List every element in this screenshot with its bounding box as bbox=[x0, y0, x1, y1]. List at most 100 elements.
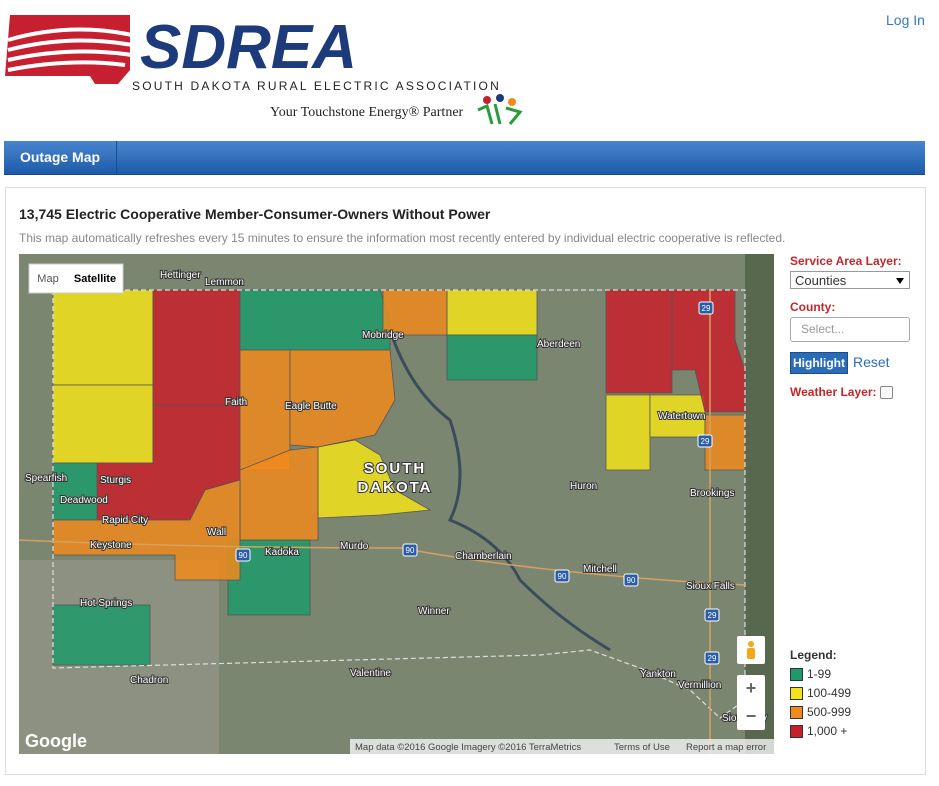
highway-label: 29 bbox=[708, 611, 717, 620]
google-logo: Google bbox=[25, 731, 87, 751]
logo: SDREA SOUTH DAKOTA RURAL ELECTRIC ASSOCI… bbox=[5, 13, 523, 125]
highway-label: 90 bbox=[627, 576, 636, 585]
county bbox=[671, 289, 746, 413]
service-area-select[interactable]: Counties bbox=[790, 271, 910, 289]
highway-label: 29 bbox=[701, 437, 710, 446]
place-label: Wall bbox=[207, 527, 226, 538]
place-label: Sturgis bbox=[100, 475, 131, 486]
place-label: Huron bbox=[570, 481, 597, 492]
report-link[interactable]: Report a map error bbox=[686, 742, 766, 753]
county bbox=[239, 349, 291, 471]
legend-swatch bbox=[790, 725, 803, 738]
reset-link[interactable]: Reset bbox=[853, 354, 890, 370]
legend-title: Legend: bbox=[790, 648, 837, 662]
weather-label: Weather Layer: bbox=[790, 385, 877, 399]
select-value: Counties bbox=[795, 273, 847, 288]
county bbox=[52, 479, 241, 581]
attribution-bar bbox=[350, 739, 774, 754]
map-terrain bbox=[745, 254, 774, 754]
place-label: Deadwood bbox=[60, 495, 108, 506]
legend-swatch bbox=[790, 668, 803, 681]
attribution: Map data ©2016 Google Imagery ©2016 Terr… bbox=[355, 742, 581, 753]
highway-shield bbox=[235, 548, 251, 562]
legend-swatch bbox=[790, 706, 803, 719]
legend-label: 1,000 + bbox=[807, 724, 848, 738]
county bbox=[317, 439, 432, 519]
satellite-button[interactable]: Satellite bbox=[74, 273, 116, 285]
county bbox=[446, 289, 538, 336]
county-label: County: bbox=[790, 300, 836, 314]
nav-bar: Outage Map bbox=[4, 141, 925, 175]
highway-shield bbox=[704, 651, 720, 665]
highlight-button[interactable]: Highlight bbox=[790, 352, 848, 374]
place-label: Spearfish bbox=[25, 473, 67, 484]
highway-label: 29 bbox=[702, 304, 711, 313]
legend-label: 100-499 bbox=[807, 686, 852, 700]
nav-tab[interactable]: Outage Map bbox=[4, 141, 117, 174]
map-type-control: Map Satellite bbox=[28, 263, 124, 294]
place-label: Yankton bbox=[640, 669, 676, 680]
highway-label: 29 bbox=[708, 654, 717, 663]
place-label: Sioux Falls bbox=[686, 581, 735, 592]
select-arrow bbox=[896, 278, 904, 284]
place-label: Watertown bbox=[658, 411, 705, 422]
county bbox=[289, 349, 396, 448]
panel-title: 13,745 Electric Cooperative Member-Consu… bbox=[19, 206, 491, 222]
map[interactable]: Hettinger Lemmon Mobridge Aberdeen Faith Eagl… bbox=[19, 254, 774, 754]
state-label: SOUTH bbox=[364, 460, 427, 477]
highway-shield bbox=[402, 543, 418, 557]
place-label: Hettinger bbox=[160, 270, 201, 281]
highway-label: 90 bbox=[239, 551, 248, 560]
county-layer bbox=[52, 289, 746, 666]
place-label: Mitchell bbox=[583, 564, 617, 575]
legend-swatch bbox=[790, 687, 803, 700]
place-label: Rapid City bbox=[102, 515, 148, 526]
county bbox=[382, 289, 448, 336]
map-button[interactable]: Map bbox=[37, 273, 58, 285]
place-label: Vermillion bbox=[678, 680, 721, 691]
road bbox=[19, 539, 746, 586]
highway-shield bbox=[623, 573, 639, 587]
zoom-out[interactable]: − bbox=[746, 706, 757, 726]
highway-label: 90 bbox=[406, 546, 415, 555]
place-label: Chamberlain bbox=[455, 551, 512, 562]
highway-shield bbox=[704, 608, 720, 622]
county bbox=[52, 289, 154, 386]
place-label: Kadoka bbox=[265, 547, 299, 558]
county bbox=[52, 462, 98, 521]
highway-label: 90 bbox=[558, 572, 567, 581]
login-link[interactable]: Log In bbox=[886, 12, 925, 28]
legend-label: 1-99 bbox=[807, 667, 832, 681]
county bbox=[239, 289, 391, 351]
map-type-box bbox=[28, 263, 124, 294]
highway-shield bbox=[698, 301, 714, 315]
panel-description: This map automatically refreshes every 1… bbox=[19, 231, 786, 245]
place-label: Lemmon bbox=[205, 277, 244, 288]
place-label: Keystone bbox=[90, 540, 132, 551]
highway-shield bbox=[554, 569, 570, 583]
logo-tagline: SOUTH DAKOTA RURAL ELECTRIC ASSOCIATION bbox=[132, 79, 501, 93]
terms-link[interactable]: Terms of Use bbox=[614, 742, 670, 753]
county bbox=[446, 334, 538, 381]
county bbox=[52, 604, 151, 666]
place-label: Mobridge bbox=[362, 330, 404, 341]
place-labels: Hettinger Lemmon Mobridge Aberdeen Faith Eagl… bbox=[24, 269, 768, 725]
place-label: Faith bbox=[225, 397, 247, 408]
weather-checkbox[interactable] bbox=[880, 386, 893, 399]
logo-text: SDREA bbox=[140, 13, 357, 82]
state-label: DAKOTA bbox=[357, 479, 432, 496]
panel bbox=[5, 187, 926, 775]
legend-label: 500-999 bbox=[807, 705, 852, 719]
place-label: Winner bbox=[418, 606, 450, 617]
highway-shield bbox=[697, 434, 713, 448]
place-label: Murdo bbox=[340, 541, 369, 552]
county-input[interactable]: Select... bbox=[790, 317, 910, 342]
service-area-label: Service Area Layer: bbox=[790, 254, 902, 268]
zoom-control bbox=[737, 675, 765, 730]
county bbox=[152, 289, 241, 406]
logo-mark bbox=[5, 15, 133, 84]
pegman[interactable] bbox=[737, 636, 765, 664]
zoom-in[interactable]: + bbox=[746, 678, 757, 698]
